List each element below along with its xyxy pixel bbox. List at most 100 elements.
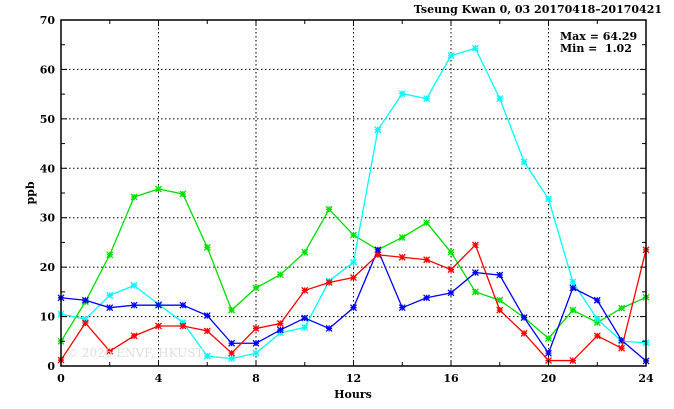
data-point-green bbox=[252, 284, 260, 292]
data-point-green bbox=[179, 190, 187, 198]
data-point-cyan bbox=[228, 355, 236, 363]
axes: 0 10 20 30 40 50 60 70 0 4 8 12 16 20 24 bbox=[40, 14, 654, 385]
data-point-blue bbox=[301, 314, 309, 322]
y-tick-label: 40 bbox=[40, 162, 56, 175]
data-point-blue bbox=[155, 301, 162, 309]
data-point-cyan bbox=[569, 278, 577, 286]
y-tick-label: 20 bbox=[40, 261, 56, 274]
data-point-green bbox=[423, 219, 431, 227]
grid bbox=[61, 20, 646, 366]
x-tick-label: 24 bbox=[638, 372, 654, 385]
data-point-green bbox=[593, 319, 601, 326]
data-point-green bbox=[569, 306, 577, 314]
data-point-green bbox=[276, 271, 284, 279]
data-point-red bbox=[471, 241, 479, 249]
data-point-red bbox=[106, 347, 114, 355]
y-axis-label: ppb bbox=[24, 181, 37, 204]
data-point-cyan bbox=[252, 349, 260, 357]
data-point-cyan bbox=[520, 158, 528, 166]
data-point-blue bbox=[545, 349, 552, 357]
data-point-red bbox=[496, 306, 504, 314]
data-point-cyan bbox=[423, 95, 431, 103]
data-point-blue bbox=[447, 289, 455, 297]
data-point-red bbox=[228, 349, 236, 357]
data-point-green bbox=[155, 185, 162, 193]
data-point-green bbox=[130, 193, 138, 201]
data-point-green bbox=[106, 251, 114, 259]
data-point-blue bbox=[228, 339, 236, 347]
data-point-blue bbox=[593, 296, 601, 304]
data-point-red bbox=[203, 327, 211, 335]
annotation-min: Min = 1.02 bbox=[560, 42, 632, 55]
data-point-red bbox=[593, 332, 601, 340]
data-point-red bbox=[618, 344, 626, 352]
data-point-cyan bbox=[106, 291, 114, 299]
data-point-blue bbox=[520, 314, 528, 322]
data-point-blue bbox=[496, 271, 504, 279]
data-point-green bbox=[350, 231, 357, 239]
data-point-cyan bbox=[81, 315, 89, 323]
data-point-green bbox=[398, 234, 406, 241]
data-point-cyan bbox=[130, 281, 138, 289]
data-point-cyan bbox=[398, 90, 406, 98]
data-point-cyan bbox=[471, 44, 479, 52]
data-point-blue bbox=[398, 304, 406, 312]
data-point-red bbox=[398, 253, 406, 261]
data-point-green bbox=[203, 243, 211, 251]
data-point-green bbox=[618, 304, 626, 312]
data-point-green bbox=[301, 248, 309, 256]
data-point-red bbox=[155, 322, 162, 330]
y-tick-label: 10 bbox=[40, 311, 56, 324]
data-point-blue bbox=[179, 301, 187, 309]
annotation-max: Max = 64.29 bbox=[560, 30, 637, 43]
data-point-green bbox=[496, 296, 504, 304]
data-point-blue bbox=[325, 324, 333, 332]
data-point-red bbox=[374, 251, 382, 259]
data-point-blue bbox=[130, 301, 138, 309]
data-point-blue bbox=[81, 296, 89, 304]
watermark: © 2026 ENVF, HKUST bbox=[66, 346, 204, 360]
data-point-red bbox=[130, 332, 138, 340]
data-point-red bbox=[423, 256, 431, 264]
x-tick-label: 8 bbox=[252, 372, 260, 385]
data-point-blue bbox=[423, 294, 431, 302]
data-point-cyan bbox=[374, 126, 382, 134]
data-point-blue bbox=[203, 312, 211, 320]
data-point-blue bbox=[618, 336, 626, 344]
x-tick-label: 0 bbox=[57, 372, 65, 385]
y-tick-label: 60 bbox=[40, 63, 56, 76]
data-point-red bbox=[447, 266, 455, 274]
data-point-red bbox=[325, 279, 333, 286]
data-point-green bbox=[325, 205, 333, 213]
chart-title: Tseung Kwan 0, 03 20170418–20170421 bbox=[414, 3, 662, 16]
data-point-blue bbox=[350, 304, 357, 312]
x-tick-label: 4 bbox=[155, 372, 163, 385]
x-tick-label: 20 bbox=[541, 372, 557, 385]
data-point-red bbox=[520, 329, 528, 337]
series-group bbox=[57, 44, 650, 365]
y-tick-label: 30 bbox=[40, 212, 56, 225]
data-point-red bbox=[350, 274, 357, 281]
data-point-red bbox=[276, 320, 284, 327]
y-tick-label: 50 bbox=[40, 113, 56, 126]
data-point-red bbox=[252, 324, 260, 332]
x-axis-label: Hours bbox=[334, 388, 372, 401]
data-point-cyan bbox=[350, 258, 357, 266]
data-point-cyan bbox=[593, 315, 601, 323]
data-point-green bbox=[471, 288, 479, 296]
data-point-green bbox=[228, 306, 236, 314]
x-tick-label: 12 bbox=[346, 372, 361, 385]
data-point-cyan bbox=[545, 195, 552, 203]
data-point-blue bbox=[471, 269, 479, 277]
x-tick-label: 16 bbox=[443, 372, 459, 385]
data-point-cyan bbox=[179, 319, 187, 326]
data-point-red bbox=[179, 322, 187, 330]
data-point-cyan bbox=[301, 323, 309, 331]
data-point-red bbox=[569, 357, 577, 365]
data-point-blue bbox=[276, 326, 284, 334]
data-point-cyan bbox=[447, 52, 455, 60]
data-point-blue bbox=[374, 246, 382, 254]
data-point-blue bbox=[106, 304, 114, 312]
data-point-blue bbox=[569, 284, 577, 292]
